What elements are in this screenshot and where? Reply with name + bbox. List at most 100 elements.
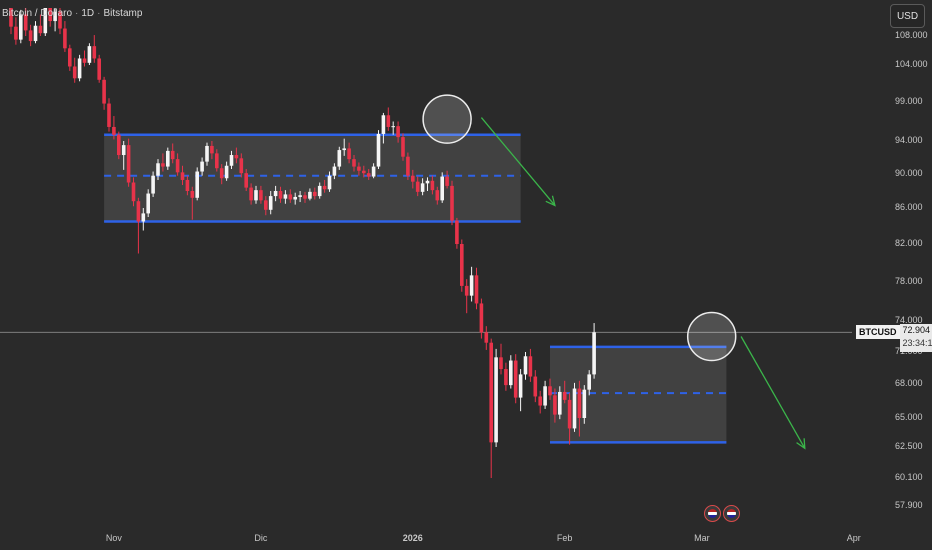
- candle-body: [175, 159, 180, 173]
- candle-body: [504, 369, 508, 386]
- arrow-head: [796, 438, 806, 450]
- candle-body: [33, 25, 38, 42]
- candle-body: [440, 176, 444, 201]
- candle-body: [293, 196, 297, 200]
- candle-body: [102, 79, 106, 104]
- candle-body: [229, 155, 234, 166]
- interval-label: 1D: [81, 8, 95, 19]
- candle-body: [308, 191, 312, 199]
- candle-body: [396, 126, 400, 138]
- y-tick-label: 99.000: [895, 96, 923, 106]
- price-tag-symbol: BTCUSD: [856, 325, 900, 339]
- candle-body: [224, 165, 229, 179]
- candle-body: [180, 172, 185, 180]
- candle-body: [572, 388, 577, 429]
- candle-body: [322, 185, 327, 190]
- candle-body: [371, 166, 376, 177]
- candle-body: [460, 244, 464, 286]
- candle-body: [484, 332, 489, 343]
- candle-body: [68, 48, 72, 67]
- exchange-label: Bitstamp: [103, 8, 143, 19]
- candle-body: [562, 391, 567, 400]
- candle-body: [268, 196, 273, 210]
- candle-body: [415, 181, 420, 192]
- projection-arrow: [480, 117, 556, 206]
- price-tag-countdown: 23:34:11: [902, 338, 932, 348]
- currency-button[interactable]: USD: [890, 4, 925, 28]
- candle-body: [249, 187, 253, 201]
- candle-body: [28, 30, 33, 42]
- candle-body: [553, 395, 557, 415]
- candle-body: [9, 8, 13, 27]
- candle-body: [337, 150, 342, 167]
- candle-body: [435, 190, 440, 201]
- candle-body: [411, 175, 415, 182]
- y-tick-label: 57.900: [895, 500, 923, 510]
- candle-body: [464, 285, 469, 296]
- candle-body: [170, 150, 175, 160]
- candle-body: [327, 175, 332, 190]
- candle-body: [567, 399, 572, 429]
- candle-body: [87, 46, 92, 63]
- candle-body: [347, 148, 351, 160]
- candle-body: [82, 58, 87, 63]
- x-tick-label: Feb: [556, 533, 573, 543]
- candle-body: [200, 161, 204, 172]
- candle-body: [166, 150, 170, 167]
- candle-body: [518, 374, 523, 398]
- y-tick-label: 60.100: [895, 472, 923, 482]
- candle-body: [97, 58, 101, 80]
- candle-body: [273, 191, 278, 197]
- y-tick-label: 74.000: [895, 315, 923, 325]
- candle-body: [146, 193, 150, 214]
- candle-body: [513, 360, 518, 398]
- candle-body: [23, 14, 28, 31]
- symbol-title[interactable]: Bitcoin / Dollaro · 1D · Bitstamp: [2, 8, 143, 19]
- candle-body: [582, 389, 587, 418]
- candle-body: [264, 200, 268, 210]
- candle-body: [366, 173, 371, 177]
- candle-body: [469, 275, 474, 296]
- x-tick-label: Mar: [694, 533, 710, 543]
- us-flag-event-icon[interactable]: [703, 505, 721, 522]
- candle-body: [14, 26, 18, 40]
- candle-body: [425, 180, 430, 184]
- candle-body: [205, 145, 209, 162]
- y-tick-label: 78.000: [895, 276, 923, 286]
- candle-body: [92, 46, 97, 59]
- candle-body: [210, 145, 214, 154]
- candle-body: [381, 115, 386, 134]
- x-tick-label: 2026: [402, 533, 423, 543]
- candle-body: [141, 213, 146, 222]
- flag-icon: [727, 509, 737, 518]
- candle-body: [259, 190, 263, 201]
- candle-body: [313, 191, 317, 197]
- candle-body: [499, 357, 503, 370]
- candle-body: [543, 386, 547, 406]
- us-flag-event-icon[interactable]: [723, 505, 741, 522]
- candle-body: [19, 14, 23, 40]
- candle-body: [43, 8, 48, 34]
- range-box: [104, 134, 521, 222]
- candle-body: [283, 194, 288, 199]
- candle-body: [219, 168, 224, 179]
- candle-body: [117, 134, 121, 156]
- candle-body: [63, 28, 67, 49]
- y-tick-label: 62.500: [895, 441, 923, 451]
- candle-body: [215, 153, 219, 169]
- candle-body: [538, 396, 542, 406]
- candle-body: [72, 66, 77, 79]
- candle-body: [303, 195, 307, 199]
- candle-body: [509, 360, 513, 386]
- last-price-tag: BTCUSD 72.904 23:34:11: [856, 324, 932, 352]
- flag-icon: [707, 509, 717, 518]
- candle-body: [479, 303, 484, 333]
- candle-body: [126, 145, 131, 183]
- candle-body: [558, 391, 562, 415]
- y-tick-label: 104.000: [895, 59, 928, 69]
- candle-body: [494, 357, 498, 443]
- candle-body: [112, 126, 116, 135]
- x-tick-label: Nov: [105, 533, 122, 543]
